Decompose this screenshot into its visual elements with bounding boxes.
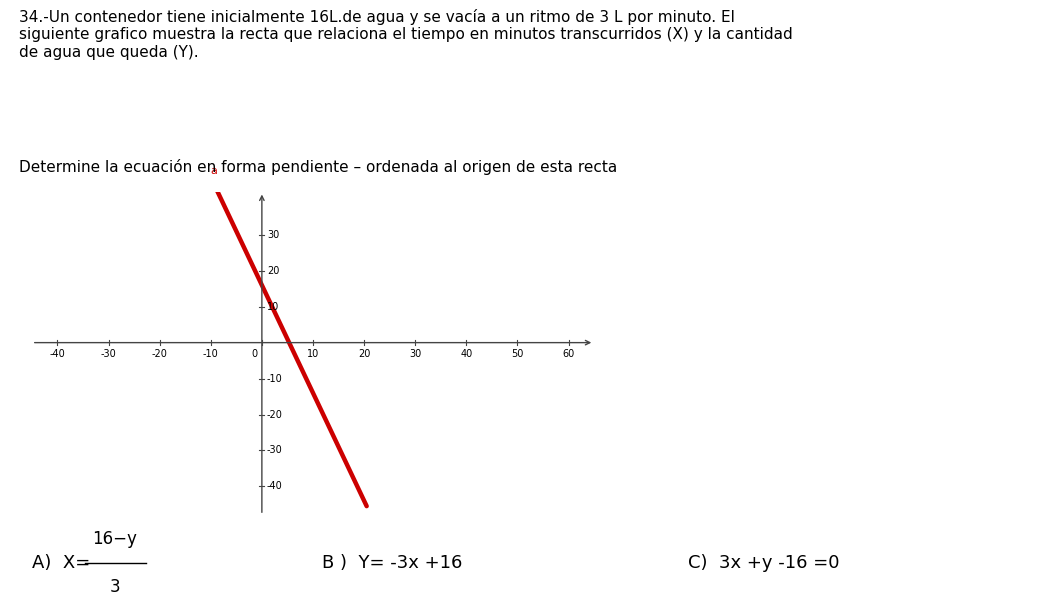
Text: -30: -30	[267, 446, 282, 455]
Text: -40: -40	[50, 349, 66, 359]
Text: 16−y: 16−y	[92, 530, 137, 548]
Text: 40: 40	[460, 349, 472, 359]
Text: 0: 0	[251, 349, 258, 359]
Text: -20: -20	[152, 349, 168, 359]
Text: B )  Y= -3x +16: B ) Y= -3x +16	[323, 554, 463, 572]
Text: Determine la ecuación en forma pendiente – ordenada al origen de esta recta: Determine la ecuación en forma pendiente…	[19, 159, 618, 175]
Text: C)  3x +y -16 =0: C) 3x +y -16 =0	[689, 554, 839, 572]
Text: A)  X=: A) X=	[32, 554, 90, 572]
Text: 10: 10	[267, 302, 279, 311]
Text: 30: 30	[267, 230, 279, 240]
Text: 30: 30	[410, 349, 421, 359]
Text: -40: -40	[267, 482, 282, 491]
Text: 34.-Un contenedor tiene inicialmente 16L.de agua y se vacía a un ritmo de 3 L po: 34.-Un contenedor tiene inicialmente 16L…	[19, 9, 793, 60]
Text: 60: 60	[562, 349, 575, 359]
Text: -10: -10	[267, 374, 282, 383]
Text: 3: 3	[109, 578, 120, 596]
Text: 10: 10	[307, 349, 319, 359]
Text: a: a	[211, 166, 218, 176]
Text: -30: -30	[101, 349, 117, 359]
Text: -10: -10	[203, 349, 219, 359]
Text: -20: -20	[267, 410, 283, 419]
Text: 20: 20	[358, 349, 370, 359]
Text: 50: 50	[511, 349, 524, 359]
Text: 20: 20	[267, 266, 279, 276]
